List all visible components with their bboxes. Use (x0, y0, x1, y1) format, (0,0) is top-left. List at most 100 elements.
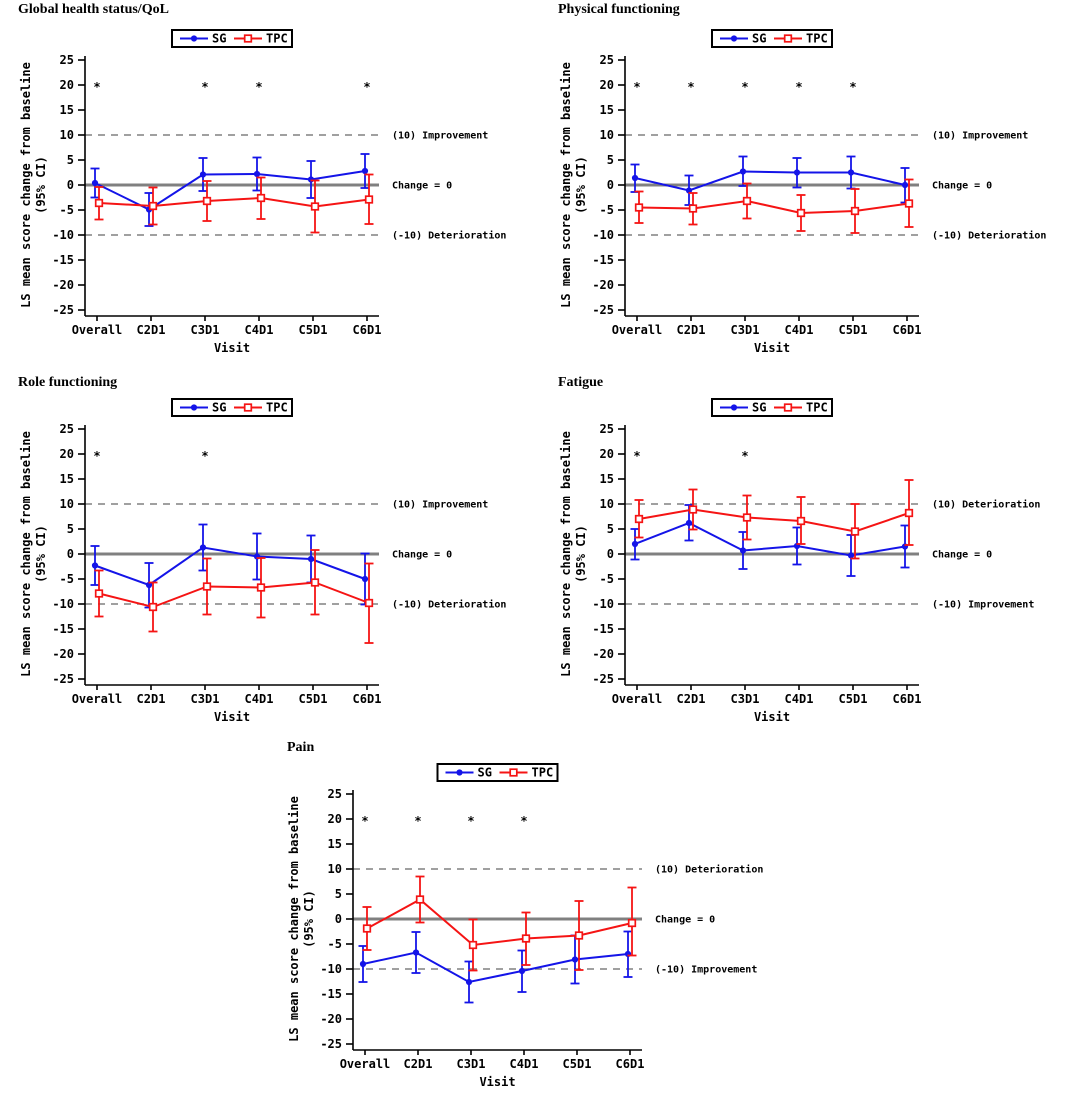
y-tick-label: 20 (600, 78, 614, 92)
marker-open-square (94, 589, 104, 598)
legend-box (171, 29, 293, 48)
marker-open-square (850, 527, 860, 536)
marker-filled-circle (571, 956, 579, 963)
marker-open-square (634, 514, 644, 524)
y-tick-label: 25 (600, 53, 614, 67)
y-tick-label: 25 (328, 787, 342, 801)
x-tick-label-Overall: Overall (72, 323, 123, 337)
ref-annotation-1: Change = 0 (655, 915, 715, 926)
ref-annotation-2: (-10) Improvement (655, 965, 757, 976)
panel-title-pain: Pain (287, 740, 315, 755)
significance-mark-C3D1: * (467, 814, 474, 828)
marker-open-square (634, 203, 644, 212)
y-tick-label: 25 (60, 53, 74, 67)
x-tick-label-C6D1: C6D1 (893, 692, 922, 706)
chart-pain: (10) Deterioration Change = 0 (-10) Improv… (287, 763, 763, 1089)
x-tick-label-C4D1: C4D1 (245, 323, 274, 337)
y-tick-label: 0 (67, 178, 74, 192)
significance-mark-C4D1: * (520, 814, 527, 828)
y-tick-label: 25 (600, 422, 614, 436)
x-tick-label-C6D1: C6D1 (353, 692, 382, 706)
x-tick-label-C2D1: C2D1 (677, 692, 706, 706)
y-tick-label: -10 (592, 597, 614, 611)
marker-open-square (627, 918, 637, 928)
significance-mark-Overall: * (93, 80, 100, 94)
y-tick-label: -5 (328, 937, 342, 951)
x-axis-label: Visit (479, 1075, 515, 1089)
y-tick-label: -5 (60, 572, 74, 586)
series-TPC (362, 875, 637, 972)
significance-marks: * * * * (361, 814, 527, 828)
marker-open-square (521, 934, 531, 943)
y-axis-label-line2: (95% CI) (302, 890, 316, 948)
x-tick-label-C3D1: C3D1 (731, 692, 760, 706)
y-tick-label: -10 (320, 962, 342, 976)
marker-filled-circle (685, 187, 693, 194)
y-axis-label-line2: (95% CI) (574, 525, 588, 583)
significance-mark-Overall: * (361, 814, 368, 828)
marker-filled-circle (739, 168, 747, 175)
marker-filled-circle (361, 575, 369, 583)
marker-filled-circle (631, 174, 639, 182)
legend-marker-TPC (509, 768, 518, 777)
significance-mark-Overall: * (633, 449, 640, 463)
marker-filled-circle (361, 167, 369, 175)
marker-open-square (362, 924, 372, 933)
y-tick-label: -25 (592, 672, 614, 686)
significance-mark-C3D1: * (201, 80, 208, 94)
x-tick-label-C2D1: C2D1 (137, 692, 166, 706)
x-axis-label: Visit (214, 341, 250, 355)
series-SG (90, 153, 370, 227)
y-tick-label: 20 (60, 447, 74, 461)
y-tick-label: 5 (335, 887, 342, 901)
y-tick-label: 0 (335, 912, 342, 926)
y-tick-label: 10 (60, 497, 74, 511)
series-TPC (634, 178, 914, 234)
x-tick-label-C5D1: C5D1 (299, 323, 328, 337)
y-tick-label: 0 (607, 547, 614, 561)
ref-annotation-1: Change = 0 (392, 181, 452, 192)
y-tick-label: 15 (60, 472, 74, 486)
legend-label-TPC: TPC (806, 401, 828, 415)
y-tick-label: 15 (328, 837, 342, 851)
legend-marker-TPC (783, 403, 793, 412)
y-tick-label: -10 (52, 597, 74, 611)
x-axis: Overall C2D1 C3D1 C4D1 C5D1 C6D1 Visit (72, 315, 381, 355)
ref-annotation-0: (10) Improvement (932, 131, 1028, 142)
y-tick-label: 15 (60, 103, 74, 117)
legend-marker-SG (730, 404, 738, 411)
y-axis-label-line1: LS mean score change from baseline (19, 62, 33, 308)
series-line (94, 546, 366, 587)
legend-box (436, 763, 559, 782)
y-tick-label: -25 (52, 672, 74, 686)
legend-label-TPC: TPC (266, 32, 288, 46)
ref-annotation-2: (-10) Deterioration (932, 230, 1046, 242)
y-tick-label: -15 (592, 622, 614, 636)
x-axis: Overall C2D1 C3D1 C4D1 C5D1 C6D1 Visit (612, 315, 921, 355)
x-axis: Overall C2D1 C3D1 C4D1 C5D1 C6D1 Visit (72, 684, 382, 724)
marker-filled-circle (307, 176, 315, 183)
marker-filled-circle (199, 171, 207, 178)
ref-annotation-0: (10) Deterioration (932, 499, 1040, 511)
legend-label-TPC: TPC (266, 401, 288, 415)
marker-open-square (364, 598, 374, 608)
x-tick-label-C5D1: C5D1 (839, 692, 868, 706)
x-tick-label-Overall: Overall (612, 692, 663, 706)
y-tick-label: -5 (600, 572, 614, 586)
marker-filled-circle (631, 540, 639, 548)
y-tick-label: -20 (52, 647, 74, 661)
y-axis: 25 20 15 10 5 0 -5 -10 -15 -20 -25 LS mean score ch… (559, 53, 626, 317)
x-tick-label-C5D1: C5D1 (563, 1057, 592, 1071)
reference-lines: (10) Deterioration Change = 0 (-10) Improv… (353, 864, 763, 976)
ref-annotation-1: Change = 0 (932, 550, 992, 561)
marker-open-square (796, 516, 806, 526)
legend-label-SG: SG (752, 401, 766, 415)
marker-filled-circle (847, 552, 855, 559)
x-tick-label-Overall: Overall (612, 323, 663, 337)
y-axis: 25 20 15 10 5 0 -5 -10 -15 -20 -25 LS mean score ch… (287, 787, 354, 1051)
y-tick-label: 5 (607, 522, 614, 536)
marker-open-square (94, 198, 104, 208)
x-tick-label-Overall: Overall (340, 1057, 391, 1071)
legend-marker-SG (730, 35, 738, 42)
